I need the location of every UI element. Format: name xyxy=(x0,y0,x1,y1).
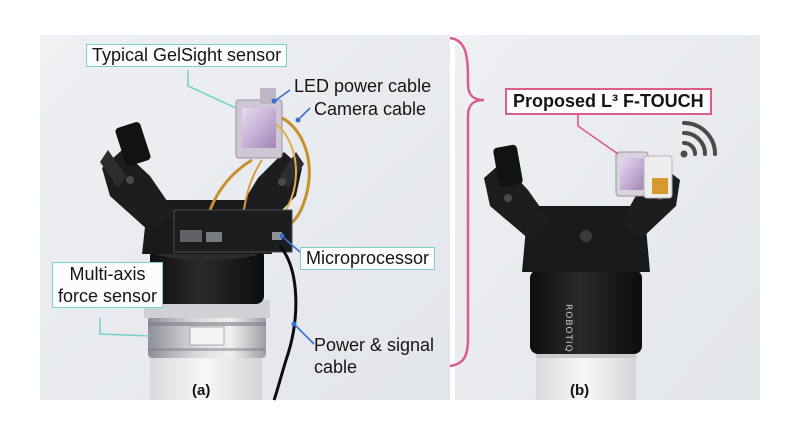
label-force-sensor-line2: force sensor xyxy=(58,286,158,306)
connector-lines xyxy=(99,70,619,345)
label-proposed-f-touch: Proposed L³ F-TOUCH xyxy=(505,88,712,115)
wifi-icon xyxy=(680,121,717,158)
label-force-sensor: Multi-axis force sensor xyxy=(52,262,164,308)
gripper-a xyxy=(100,88,311,401)
caption-a: (a) xyxy=(192,382,211,399)
label-force-sensor-line1: Multi-axis xyxy=(69,264,146,284)
label-power-line2: cable xyxy=(314,357,358,377)
caption-b: (b) xyxy=(570,382,590,399)
label-camera-cable: Camera cable xyxy=(314,99,427,119)
label-power-signal-cable: Power & signal cable xyxy=(314,334,434,378)
gripper-b: ROBOTIQ xyxy=(484,144,680,400)
label-power-line1: Power & signal xyxy=(314,335,435,355)
label-gelsight-sensor: Typical GelSight sensor xyxy=(86,44,288,67)
label-led-power-cable: LED power cable xyxy=(294,76,432,96)
pink-bracket xyxy=(449,36,485,368)
svg-text:ROBOTIQ: ROBOTIQ xyxy=(563,304,573,353)
label-microprocessor: Microprocessor xyxy=(300,247,436,270)
